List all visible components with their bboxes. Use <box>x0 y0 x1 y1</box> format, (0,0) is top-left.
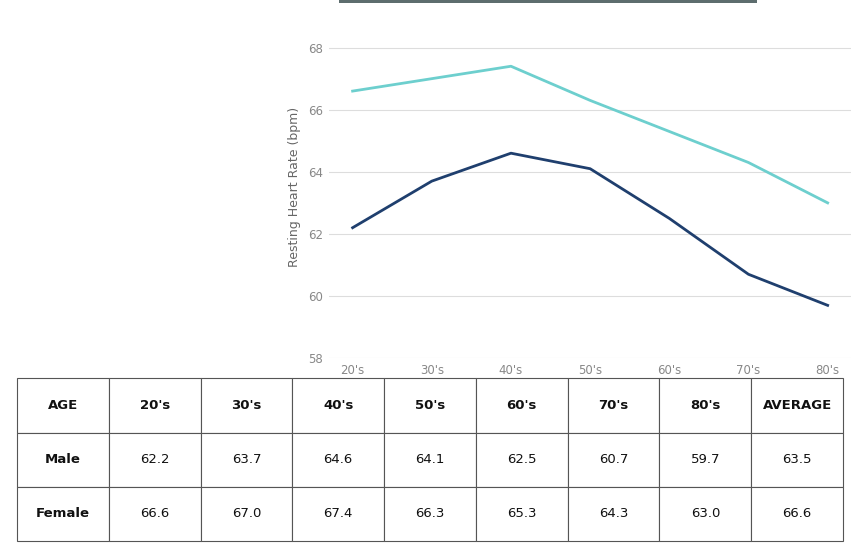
Line: Female: Female <box>353 66 827 203</box>
Female <box>585 97 595 104</box>
Female <box>347 88 358 94</box>
Male <box>822 302 832 309</box>
Female <box>743 159 753 166</box>
Legend: Female, Male: Female, Male <box>435 438 589 461</box>
Male <box>664 215 674 222</box>
Male <box>743 271 753 278</box>
Male <box>585 166 595 172</box>
Line: Male: Male <box>353 153 827 305</box>
FancyBboxPatch shape <box>340 0 758 3</box>
Female <box>506 63 516 70</box>
Female <box>664 128 674 135</box>
Male <box>347 225 358 231</box>
Male <box>427 178 437 184</box>
X-axis label: Age Group: Age Group <box>557 382 624 395</box>
Male <box>506 150 516 157</box>
Y-axis label: Resting Heart Rate (bpm): Resting Heart Rate (bpm) <box>288 107 301 267</box>
Female <box>427 76 437 82</box>
Female <box>822 200 832 206</box>
